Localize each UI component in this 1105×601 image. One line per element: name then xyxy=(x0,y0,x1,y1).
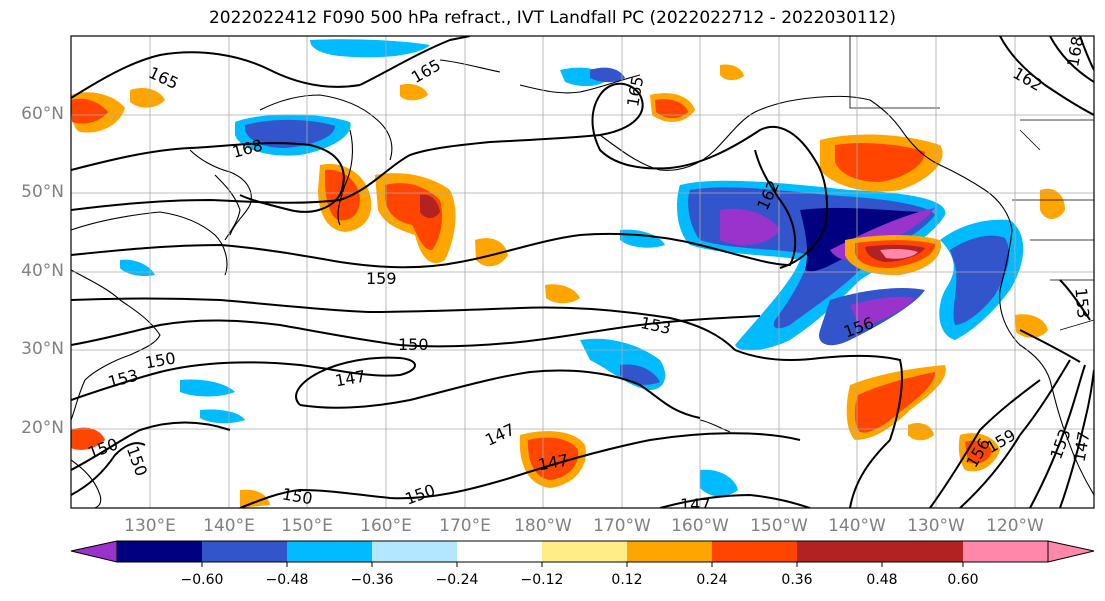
contour-label: 153 xyxy=(1071,287,1093,319)
political-boundaries xyxy=(849,36,1094,331)
colorbar-tick-label: −0.12 xyxy=(520,572,564,588)
lon-label: 170°W xyxy=(593,516,651,536)
lon-label: 150°E xyxy=(281,516,333,536)
colorbar-tick-label: 0.60 xyxy=(947,572,979,588)
map-title: 2022022412 F090 500 hPa refract., IVT La… xyxy=(208,8,896,28)
coastlines xyxy=(71,59,1094,508)
colorbar-tick-label: 0.24 xyxy=(696,572,728,588)
lon-label: 120°W xyxy=(986,516,1044,536)
contour-label: 147 xyxy=(680,495,711,514)
lon-label: 140°E xyxy=(203,516,255,536)
colorbar-tick-label: −0.24 xyxy=(435,572,479,588)
lon-label: 160°W xyxy=(671,516,729,536)
lon-label: 130°W xyxy=(907,516,965,536)
colorbar-tick-label: 0.36 xyxy=(781,572,813,588)
colorbar-tick-label: 0.12 xyxy=(611,572,643,588)
height-contours xyxy=(71,36,1094,508)
contour-label: 150 xyxy=(281,484,314,508)
lon-label: 140°W xyxy=(828,516,886,536)
lat-label-40n: 40°N xyxy=(21,261,64,281)
colorbar-tick-label: −0.60 xyxy=(180,572,224,588)
lon-label: 150°W xyxy=(750,516,808,536)
gridlines xyxy=(71,36,1094,508)
colorbar-tick-label: 0.48 xyxy=(866,572,898,588)
lon-label: 160°E xyxy=(360,516,412,536)
map-frame xyxy=(70,35,1095,509)
lat-label-60n: 60°N xyxy=(21,104,64,124)
lon-label: 170°E xyxy=(439,516,491,536)
lat-label-20n: 20°N xyxy=(21,418,64,438)
lat-label-50n: 50°N xyxy=(21,182,64,202)
positive-shading xyxy=(71,64,1065,508)
lon-label: 180°W xyxy=(514,516,572,536)
contour-label: 159 xyxy=(366,269,397,288)
colorbar-tick-label: −0.48 xyxy=(265,572,309,588)
colorbar-tick-label: −0.36 xyxy=(350,572,394,588)
lat-label-30n: 30°N xyxy=(21,339,64,359)
contour-label: 150 xyxy=(398,335,429,354)
lon-label: 130°E xyxy=(124,516,176,536)
